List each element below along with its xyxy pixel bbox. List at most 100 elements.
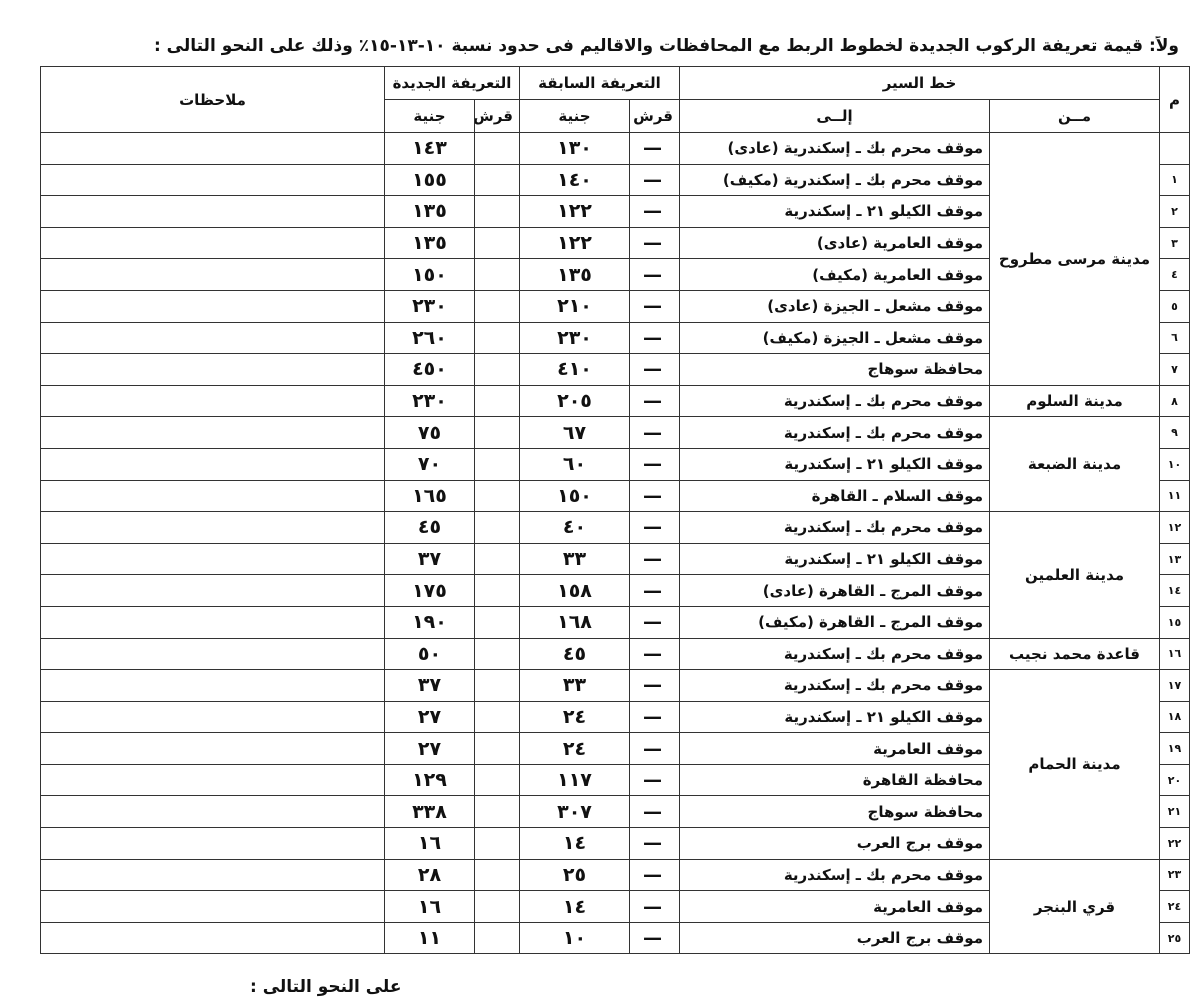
prev-pound: ١٢٢ (518, 195, 631, 228)
new-pound: ١٣٥ (383, 195, 475, 228)
fare-table: م خط السير التعريفة السابقة التعريفة الج… (40, 66, 1190, 955)
new-piastre (473, 763, 520, 797)
row-number: ١٤ (1159, 574, 1190, 607)
table-row: ١١ موقف السلام ـ القاهرة —١٥٠ ١٦٥ (40, 479, 1190, 513)
notes (40, 795, 385, 829)
notes (40, 479, 385, 513)
footer-text: على النحو التالى : (250, 977, 402, 997)
head-prev: التعريفة السابقة (518, 66, 681, 100)
prev-pound: ٤٥ (518, 637, 631, 671)
prev-piastre: — (629, 132, 680, 165)
row-number: ٥ (1159, 289, 1190, 323)
route-from: مدينة الحمام (989, 669, 1160, 860)
prev-pound: ٣٣ (518, 669, 631, 702)
prev-pound: ١١٧ (518, 763, 631, 797)
notes (40, 226, 385, 260)
new-pound: ١٣٥ (383, 226, 475, 260)
route-from: مدينة مرسى مطروح (989, 132, 1160, 386)
prev-pound: ٣٣ (518, 542, 631, 576)
prev-pound: ٦٧ (518, 416, 631, 449)
prev-pound: ٢٤ (518, 732, 631, 765)
prev-piastre: — (629, 163, 680, 197)
prev-piastre: — (629, 447, 680, 481)
notes (40, 132, 385, 165)
prev-piastre: — (629, 700, 680, 734)
prev-pound: ١٥٨ (518, 574, 631, 607)
doc-title: ولاً: قيمة تعريفة الركوب الجديدة لخطوط ا… (153, 36, 1179, 56)
prev-piastre: — (629, 637, 680, 671)
new-piastre (473, 827, 520, 860)
route-to: موقف المرج ـ القاهرة (مكيف) (679, 605, 990, 639)
row-number: ٢٤ (1159, 890, 1190, 923)
row-number: ٢٠ (1159, 763, 1190, 797)
notes (40, 700, 385, 734)
prev-piastre: — (629, 479, 680, 513)
new-piastre (473, 511, 520, 544)
route-to: موقف الكيلو ٢١ ـ إسكندرية (679, 700, 990, 734)
new-pound: ١٦٥ (383, 479, 475, 513)
new-piastre (473, 226, 520, 260)
notes (40, 890, 385, 923)
row-number: ١٥ (1159, 605, 1190, 639)
notes (40, 321, 385, 355)
route-to: موقف محرم بك ـ إسكندرية (679, 669, 990, 702)
row-number: ١٦ (1159, 637, 1190, 671)
row-number: ٢٢ (1159, 827, 1190, 860)
notes (40, 858, 385, 892)
prev-piastre: — (629, 921, 680, 955)
notes (40, 542, 385, 576)
new-piastre (473, 416, 520, 449)
row-number: ١٧ (1159, 669, 1190, 702)
new-piastre (473, 669, 520, 702)
new-pound: ٥٠ (383, 637, 475, 671)
row-number: ١٢ (1159, 511, 1190, 544)
route-to: محافظة سوهاج (679, 353, 990, 386)
route-from: قاعدة محمد نجيب (989, 637, 1160, 671)
route-to: محافظة القاهرة (679, 763, 990, 797)
row-number: ١ (1159, 163, 1190, 197)
row-number: ١٨ (1159, 700, 1190, 734)
new-piastre (473, 700, 520, 734)
row-number: ٩ (1159, 416, 1190, 449)
prev-piastre: — (629, 226, 680, 260)
new-piastre (473, 732, 520, 765)
table-row: ١٠ موقف الكيلو ٢١ ـ إسكندرية —٦٠ ٧٠ (40, 447, 1190, 481)
new-pound: ٢٣٠ (383, 289, 475, 323)
new-piastre (473, 574, 520, 607)
table-row: ٢٥ موقف برج العرب —١٠ ١١ (40, 921, 1190, 955)
head-notes: ملاحظات (40, 66, 385, 133)
notes (40, 827, 385, 860)
new-pound: ١٢٩ (383, 763, 475, 797)
new-pound: ١٥٠ (383, 258, 475, 291)
route-to: موقف العامرية (679, 732, 990, 765)
new-piastre (473, 890, 520, 923)
table-row: ٢٣ قري البنجر موقف محرم بك ـ إسكندرية —٢٥ ٢٨ (40, 858, 1190, 955)
notes (40, 574, 385, 607)
row-number (1159, 132, 1190, 165)
prev-piastre: — (629, 289, 680, 323)
prev-piastre: — (629, 416, 680, 449)
route-to: موقف مشعل ـ الجيزة (عادى) (679, 289, 990, 323)
notes (40, 732, 385, 765)
route-to: موقف المرج ـ القاهرة (عادى) (679, 574, 990, 607)
new-pound: ٤٥٠ (383, 353, 475, 386)
prev-pound: ٢٣٠ (518, 321, 631, 355)
new-pound: ١٧٥ (383, 574, 475, 607)
prev-piastre: — (629, 542, 680, 576)
route-to: موقف الكيلو ٢١ ـ إسكندرية (679, 195, 990, 228)
prev-piastre: — (629, 574, 680, 607)
new-pound: ٧٥ (383, 416, 475, 449)
notes (40, 289, 385, 323)
prev-pound: ٦٠ (518, 447, 631, 481)
new-piastre (473, 542, 520, 576)
table-row: ٨ مدينة السلوم موقف محرم بك ـ إسكندرية —٢٠٥… (40, 384, 1190, 418)
notes (40, 637, 385, 671)
prev-pound: ٤٠ (518, 511, 631, 544)
prev-pound: ٢٥ (518, 858, 631, 892)
new-pound: ٢٧ (383, 700, 475, 734)
new-piastre (473, 353, 520, 386)
table-row: ٢١ محافظة سوهاج —٣٠٧ ٣٣٨ (40, 795, 1190, 829)
table-row: ٤ موقف العامرية (مكيف) —١٣٥ ١٥٠ (40, 258, 1190, 291)
row-number: ١٠ (1159, 447, 1190, 481)
